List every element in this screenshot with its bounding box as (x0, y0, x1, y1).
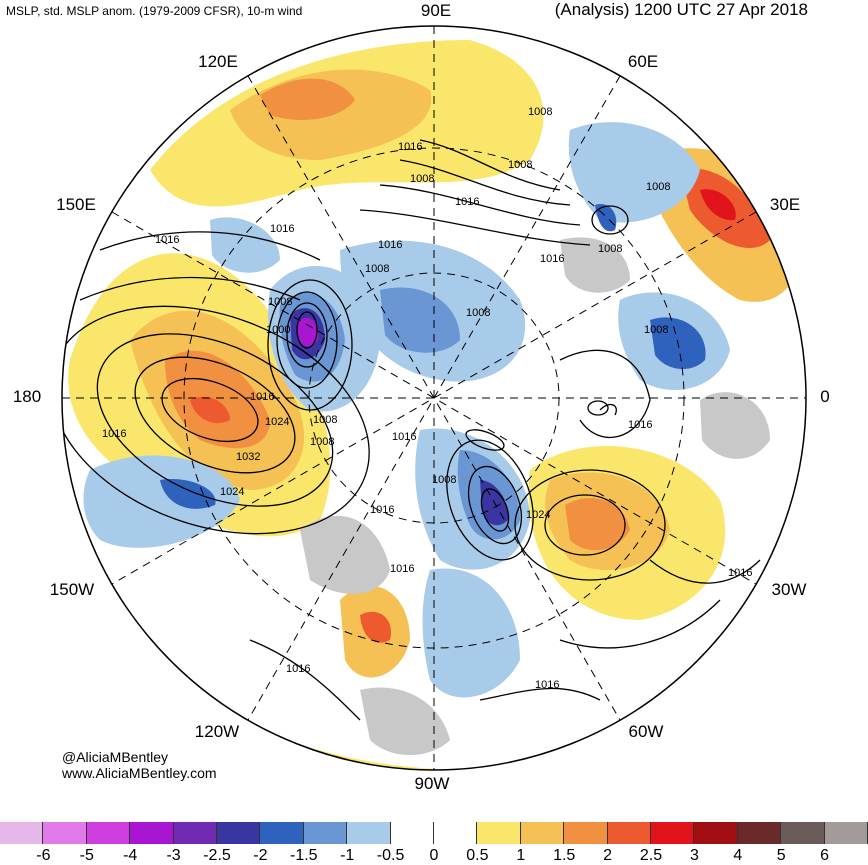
colorbar-swatch (781, 822, 825, 844)
lon-label-60w: 60W (628, 722, 664, 741)
colorbar-tick-label: -2.5 (203, 847, 231, 864)
lon-label-150w: 150W (49, 580, 95, 599)
lon-label-90e: 90E (420, 1, 452, 20)
colorbar-swatch (173, 822, 217, 844)
colorbar-tick-label: -0.5 (376, 847, 405, 864)
colorbar-swatch (347, 822, 391, 844)
isobar-label: 1008 (410, 173, 434, 185)
lon-label-120w: 120W (194, 722, 240, 741)
colorbar-swatch (564, 822, 608, 844)
isobar-label: 1008 (313, 414, 337, 426)
colorbar-tick-label: -1.5 (290, 847, 318, 864)
colorbar-tick-label: 5 (776, 847, 786, 864)
colorbar-swatch (607, 822, 651, 844)
colorbar-swatch (824, 822, 868, 844)
colorbar-tick-label: 1 (516, 847, 526, 864)
isobar-label: 1016 (392, 431, 416, 443)
graticule (62, 26, 806, 770)
colorbar-swatch (390, 822, 434, 844)
colorbar-swatch (303, 822, 348, 844)
lon-label-120e: 120E (198, 52, 238, 71)
isobar-label: 1016 (535, 679, 559, 691)
colorbar-tick-label: 1.5 (553, 847, 576, 864)
isobar-label: 1008 (432, 474, 456, 486)
map-variables-title: MSLP, std. MSLP anom. (1979-2009 CFSR), … (6, 4, 303, 18)
isobar-label: 1000 (266, 324, 290, 336)
colorbar-tick-label: 2.5 (639, 847, 663, 864)
lon-label-90w: 90W (414, 774, 450, 793)
isobar-label: 1008 (508, 159, 532, 171)
map-border (61, 25, 807, 771)
colorbar-tick-label: 6 (820, 847, 830, 864)
isobar-label: 1016 (102, 428, 126, 440)
colorbar-tick-label: -5 (79, 847, 94, 864)
colorbar-tick-label: -4 (123, 847, 138, 864)
isobar-label: 1024 (526, 509, 550, 521)
colorbar-tick-label: -2 (253, 847, 268, 864)
analysis-time-title: (Analysis) 1200 UTC 27 Apr 2018 (554, 0, 808, 19)
colorbar-swatch (0, 822, 44, 844)
lon-label-180: 180 (12, 387, 42, 406)
lon-label-30w: 30W (771, 580, 807, 599)
isobar-label: 1008 (598, 243, 622, 255)
colorbar-tick-label: -6 (36, 847, 51, 864)
isobar-label: 1016 (270, 223, 294, 235)
isobar-label: 1008 (644, 324, 668, 336)
colorbar-swatch (130, 822, 174, 844)
isobar-label: 1008 (365, 263, 389, 275)
colorbar-swatch (737, 822, 782, 844)
isobar-label: 1008 (466, 307, 490, 319)
colorbar (0, 822, 868, 844)
colorbar-swatch (477, 822, 521, 844)
isobar-label: 1008 (528, 106, 552, 118)
isobar-label-layer: 1008 1016 1008 1008 1016 1016 1016 1008 … (102, 106, 752, 691)
lon-label-0: 0 (820, 387, 830, 406)
credit-website: www.AliciaMBentley.com (62, 765, 217, 781)
colorbar-swatch (651, 822, 695, 844)
colorbar-swatch (260, 822, 304, 844)
isobar-label: 1016 (155, 234, 179, 246)
colorbar-tick-label: -3 (166, 847, 181, 864)
colorbar-tick-label: 3 (689, 847, 699, 864)
colorbar-ticks: -6 -5 -4 -3 -2.5 -2 -1.5 -1 -0.5 0 0.5 1 1.5 2 2.5 3 4 5 6 (0, 847, 868, 865)
isobar-label: 1016 (370, 504, 394, 516)
colorbar-tick-label: 2 (603, 847, 613, 864)
isobar-label: 1024 (220, 486, 244, 498)
isobar-label: 1016 (286, 663, 310, 675)
lon-label-60e: 60E (627, 52, 659, 71)
colorbar-tick-label: -1 (340, 847, 355, 864)
isobar-label: 1008 (646, 181, 670, 193)
isobar-label: 1024 (265, 416, 289, 428)
isobar-label: 1008 (310, 436, 334, 448)
colorbar-swatch (434, 822, 478, 844)
colorbar-tick-label: 0.5 (466, 847, 489, 864)
isobar-label: 1016 (390, 563, 414, 575)
isobar-label: 1032 (236, 451, 260, 463)
colorbar-swatch (694, 822, 738, 844)
isobar-label: 1016 (628, 419, 652, 431)
isobar-label: 1016 (728, 567, 752, 579)
colorbar-swatch (520, 822, 565, 844)
colorbar-swatch (217, 822, 261, 844)
colorbar-tick-label: 0 (429, 847, 439, 864)
colorbar-tick-label: 4 (733, 847, 743, 864)
isobar-label: 1016 (250, 391, 274, 403)
colorbar-swatch (86, 822, 131, 844)
isobar-label: 1016 (378, 239, 402, 251)
isobar-label: 1008 (268, 296, 292, 308)
isobar-label: 1016 (455, 196, 479, 208)
lon-label-150e: 150E (56, 195, 96, 214)
isobar-label: 1016 (398, 141, 422, 153)
colorbar-swatch (43, 822, 87, 844)
credit-handle: @AliciaMBentley (62, 749, 169, 765)
isobar-label: 1016 (540, 253, 564, 265)
anomaly-field (62, 26, 806, 770)
lon-label-30e: 30E (769, 195, 801, 214)
